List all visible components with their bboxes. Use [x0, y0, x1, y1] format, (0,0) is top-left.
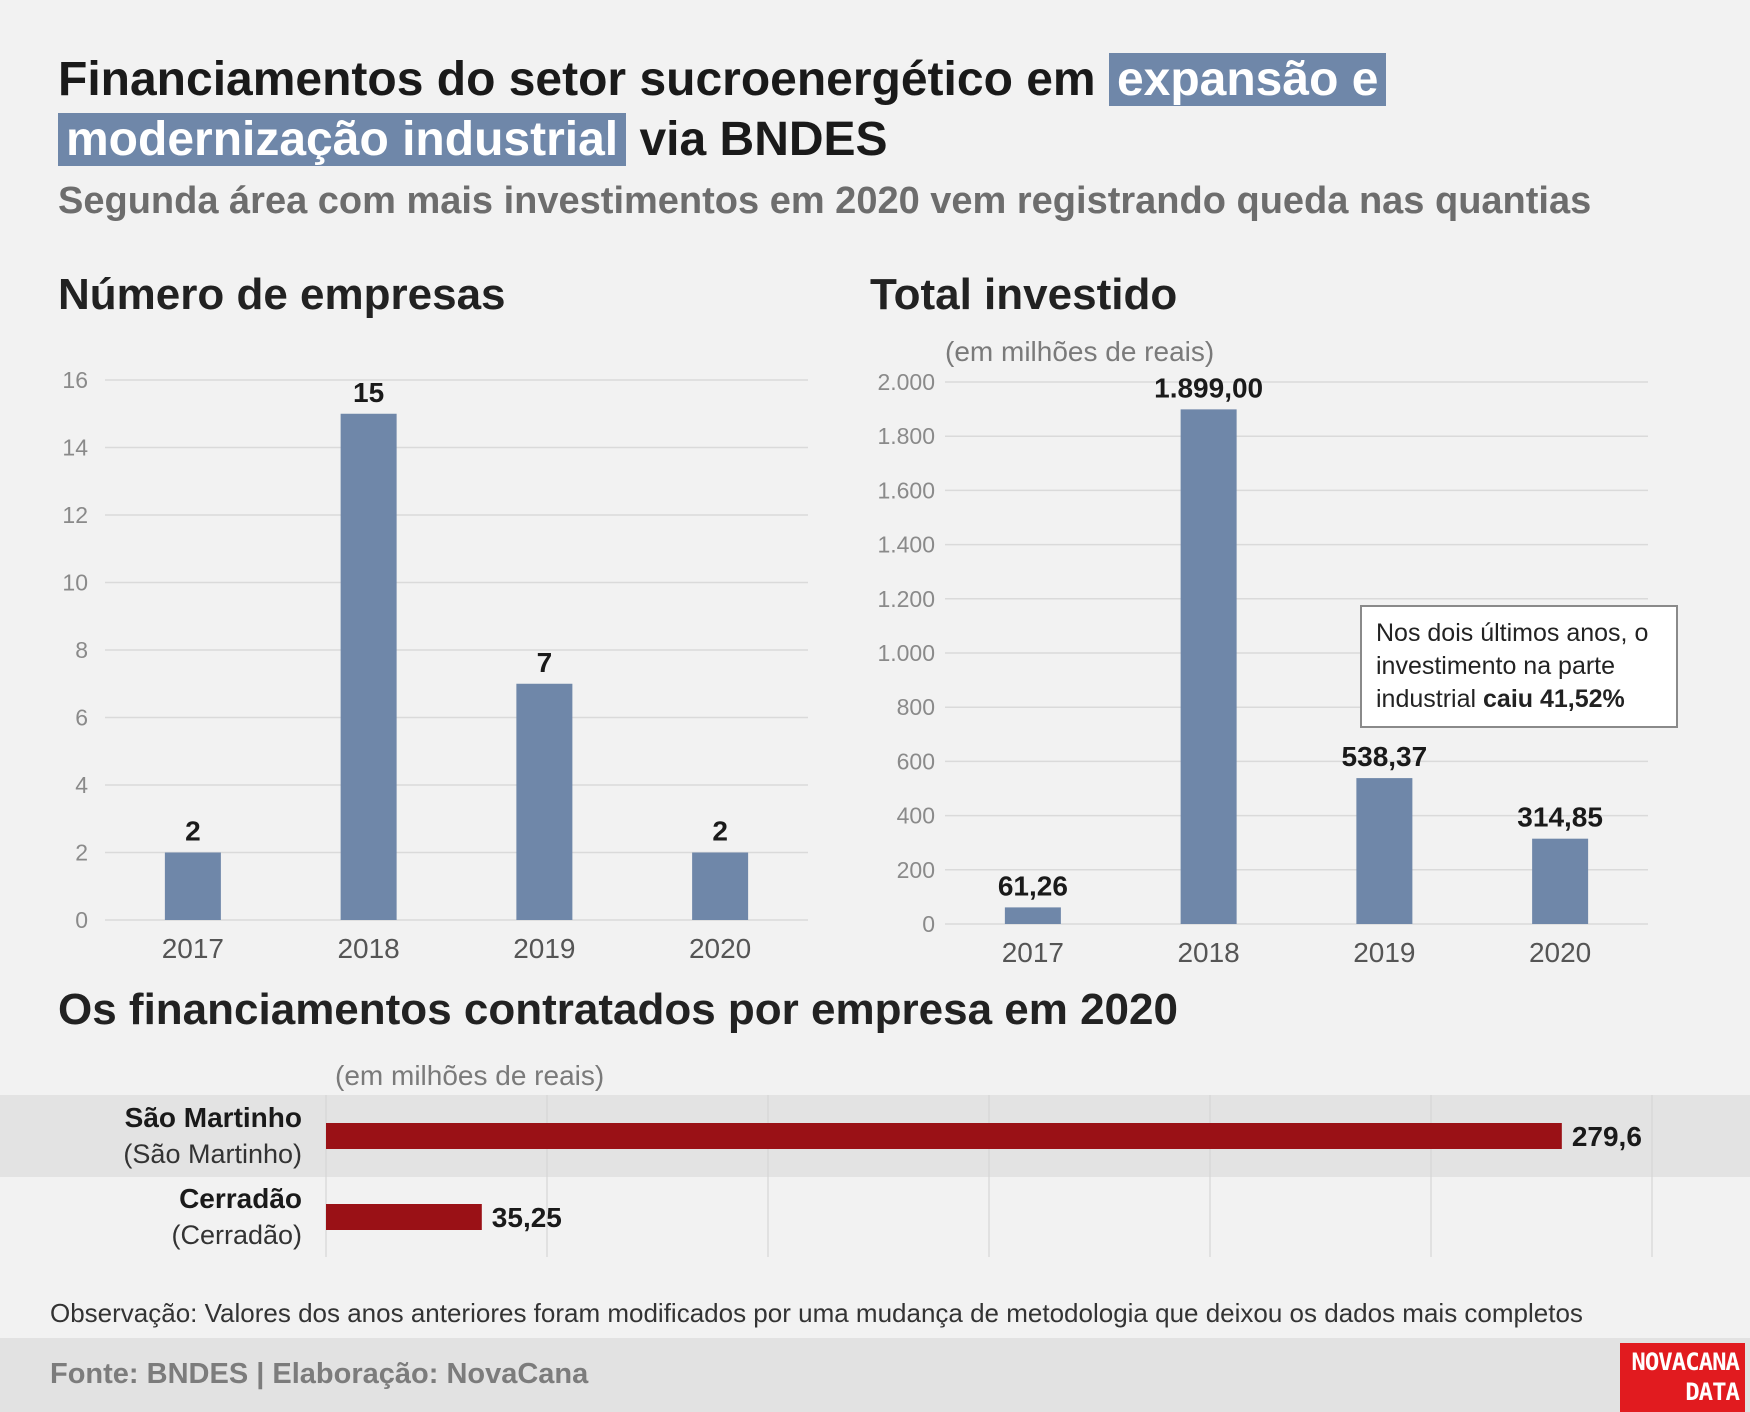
- chart2-bar: [1180, 409, 1237, 925]
- chart2-ytick-label: 200: [897, 857, 935, 883]
- chart3-bar: [326, 1204, 482, 1230]
- chart1-ytick-label: 16: [62, 367, 88, 393]
- chart1-ytick-label: 2: [75, 840, 88, 866]
- chart2-ytick-label: 1.400: [877, 532, 935, 558]
- chart1-bar: [340, 413, 397, 920]
- chart2-unit-label: (em milhões de reais): [945, 336, 1215, 367]
- chart2-data-label: 538,37: [1342, 741, 1428, 772]
- chart2-ytick-label: 800: [897, 694, 935, 720]
- chart-title: Financiamentos do setor sucroenergético …: [58, 50, 1658, 170]
- chart2-title: Total investido: [870, 270, 1178, 319]
- novacana-logo: NOVACANA DATA: [1620, 1343, 1745, 1412]
- chart1-ytick-label: 6: [75, 705, 88, 731]
- chart1-data-label: 7: [537, 647, 553, 678]
- chart2-bar: [1532, 838, 1589, 924]
- chart1-bar: [516, 683, 573, 920]
- chart1-ytick-label: 12: [62, 502, 88, 528]
- chart2-xtick-label: 2018: [1177, 937, 1239, 968]
- chart1-ytick-label: 10: [62, 570, 88, 596]
- chart3-category-sub: (São Martinho): [123, 1139, 302, 1169]
- chart2-data-label: 61,26: [998, 870, 1068, 901]
- logo-line1: NOVACANA: [1631, 1348, 1740, 1376]
- chart2-ytick-label: 1.000: [877, 640, 935, 666]
- chart2-ytick-label: 1.200: [877, 586, 935, 612]
- chart1-title: Número de empresas: [58, 270, 506, 319]
- chart2-bar: [1356, 778, 1413, 924]
- chart2-xtick-label: 2020: [1529, 937, 1591, 968]
- chart2-total-investido: 0 200 400 600 800 1.000 1.200 1.400 1.600 1.800 2.…: [877, 369, 1648, 968]
- chart1-data-label: 2: [712, 816, 728, 847]
- chart3-unit-label: (em milhões de reais): [335, 1060, 605, 1091]
- chart1-empresas: 0 2 4 6 8 10 12 14 16 2 2017 15 2018 7 2019 2 2020: [62, 367, 808, 964]
- chart3-title: Os financiamentos contratados por empres…: [58, 985, 1178, 1034]
- chart2-xtick-label: 2017: [1002, 937, 1064, 968]
- title-highlight2: modernização industrial: [58, 113, 627, 166]
- chart1-data-label: 15: [353, 377, 384, 408]
- chart2-ytick-label: 400: [897, 803, 935, 829]
- chart2-ytick-label: 1.800: [877, 423, 935, 449]
- chart-subtitle: Segunda área com mais investimentos em 2…: [58, 180, 1592, 222]
- title-part1: Financiamentos do setor sucroenergético …: [58, 53, 1096, 106]
- chart2-ytick-label: 2.000: [877, 369, 935, 395]
- chart2-data-label: 1.899,00: [1154, 372, 1263, 403]
- chart1-ytick-label: 14: [62, 435, 88, 461]
- chart2-ytick-label: 600: [897, 748, 935, 774]
- chart2-data-label: 314,85: [1517, 802, 1603, 833]
- chart3-category-name: São Martinho: [125, 1102, 302, 1133]
- chart1-ytick-label: 0: [75, 907, 88, 933]
- chart1-bar: [692, 852, 749, 920]
- chart3-por-empresa: São Martinho (São Martinho) 279,6 Cerradão (…: [0, 1095, 1750, 1257]
- chart1-data-label: 2: [185, 816, 201, 847]
- chart1-xtick-label: 2019: [513, 933, 575, 964]
- chart1-ytick-label: 4: [75, 772, 88, 798]
- annotation-text: Nos dois últimos anos, o investimento na…: [1376, 619, 1649, 713]
- chart2-xtick-label: 2019: [1353, 937, 1415, 968]
- chart2-ytick-label: 0: [922, 911, 935, 937]
- footnote: Observação: Valores dos anos anteriores …: [50, 1298, 1583, 1328]
- chart1-xtick-label: 2017: [162, 933, 224, 964]
- source-credit: Fonte: BNDES | Elaboração: NovaCana: [50, 1358, 589, 1390]
- chart1-bar: [164, 852, 221, 920]
- chart2-bar: [1004, 907, 1061, 924]
- title-part2: via BNDES: [639, 113, 888, 166]
- title-highlight1: expansão e: [1108, 53, 1387, 106]
- chart2-ytick-label: 1.600: [877, 477, 935, 503]
- logo-line2: DATA: [1685, 1378, 1740, 1406]
- chart3-data-label: 279,6: [1572, 1121, 1642, 1152]
- chart2-annotation: Nos dois últimos anos, o investimento na…: [1360, 605, 1678, 728]
- chart3-bar: [326, 1123, 1562, 1149]
- chart1-xtick-label: 2018: [337, 933, 399, 964]
- chart3-category-sub: (Cerradão): [171, 1220, 302, 1250]
- chart3-data-label: 35,25: [492, 1202, 562, 1233]
- footer-bar: Fonte: BNDES | Elaboração: NovaCana: [0, 1338, 1750, 1412]
- annotation-bold: caiu 41,52%: [1483, 685, 1625, 713]
- chart1-xtick-label: 2020: [689, 933, 751, 964]
- chart1-ytick-label: 8: [75, 637, 88, 663]
- chart3-category-name: Cerradão: [179, 1183, 302, 1214]
